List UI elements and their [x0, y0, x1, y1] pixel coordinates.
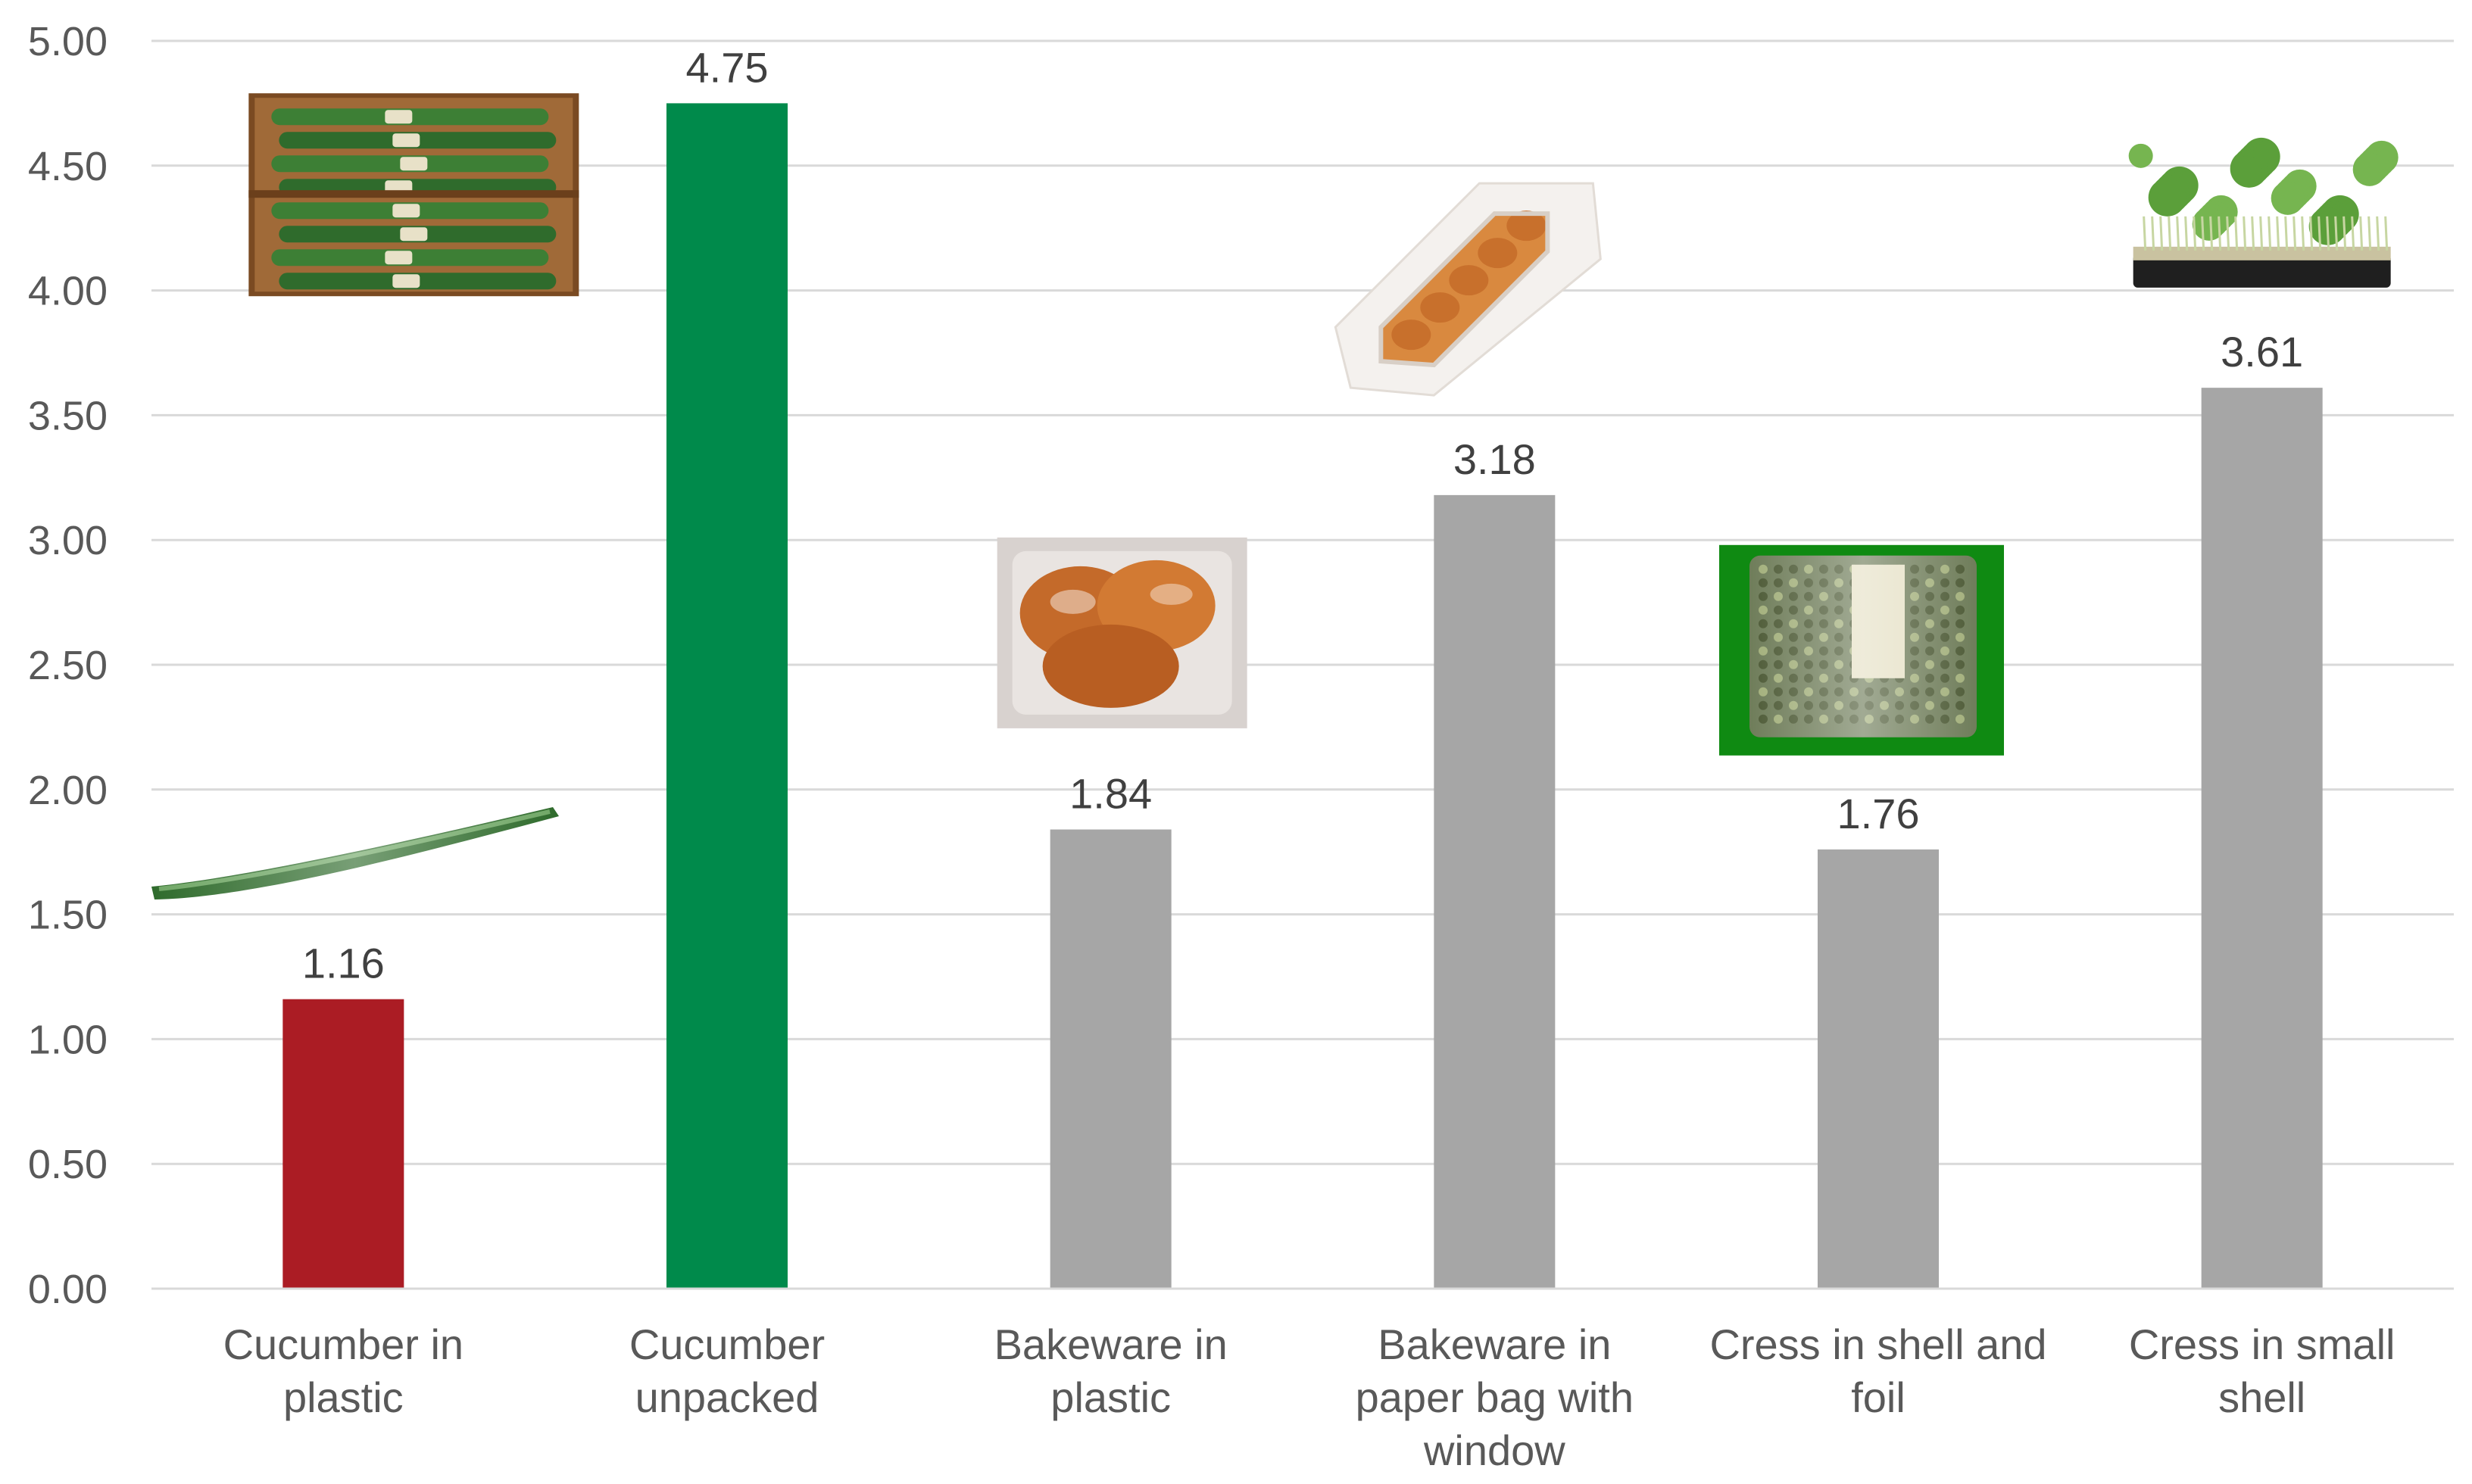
bar [1050, 829, 1172, 1289]
data-label: 3.18 [1453, 435, 1536, 483]
y-tick-label: 2.50 [28, 643, 108, 688]
bars [282, 103, 2323, 1289]
bar [2201, 388, 2323, 1289]
y-axis-tick-labels: 0.00 0.50 1.00 1.50 2.00 2.50 3.00 3.50 4.00 4.50… [28, 19, 108, 1312]
y-tick-label: 0.00 [28, 1267, 108, 1312]
bread-in-paper-bag-photo [1334, 182, 1602, 397]
gridlines [151, 39, 2454, 1165]
y-tick-label: 0.50 [28, 1142, 108, 1187]
data-label: 1.16 [302, 940, 385, 987]
y-tick-label: 1.00 [28, 1017, 108, 1062]
bar [666, 103, 788, 1289]
cucumber-wrapped-photo [144, 799, 568, 913]
data-label: 1.84 [1069, 770, 1152, 818]
y-tick-label: 2.00 [28, 768, 108, 813]
y-tick-label: 3.50 [28, 393, 108, 438]
data-labels: 1.16 4.75 1.84 3.18 1.76 3.61 [302, 43, 2303, 987]
cress-in-shell-foil-photo [1719, 544, 2004, 756]
cucumber-crate-photo [248, 93, 579, 297]
cress-small-shell-photo [2128, 137, 2399, 288]
y-tick-label: 4.50 [28, 144, 108, 189]
x-category-label: Bakeware in paper bag with window [1356, 1320, 1634, 1474]
bread-in-plastic-photo [997, 537, 1247, 728]
y-tick-label: 4.00 [28, 269, 108, 314]
product-photos [144, 93, 2399, 913]
data-label: 1.76 [1837, 790, 1920, 837]
x-category-label: Bakeware in plastic [994, 1320, 1228, 1421]
x-axis-category-labels: Cucumber in plastic Cucumber unpacked Bakewa… [223, 1320, 2396, 1474]
y-tick-label: 3.00 [28, 518, 108, 563]
x-category-label: Cucumber in plastic [223, 1320, 464, 1421]
data-label: 3.61 [2221, 328, 2303, 376]
bar [1818, 849, 1939, 1289]
y-tick-label: 5.00 [28, 19, 108, 64]
x-category-label: Cress in small shell [2129, 1320, 2396, 1421]
x-category-label: Cucumber unpacked [629, 1320, 825, 1421]
data-label: 4.75 [686, 43, 769, 91]
x-category-label: Cress in shell and foil [1709, 1320, 2046, 1421]
y-tick-label: 1.50 [28, 893, 108, 938]
bar [282, 999, 404, 1289]
bar [1434, 494, 1556, 1289]
